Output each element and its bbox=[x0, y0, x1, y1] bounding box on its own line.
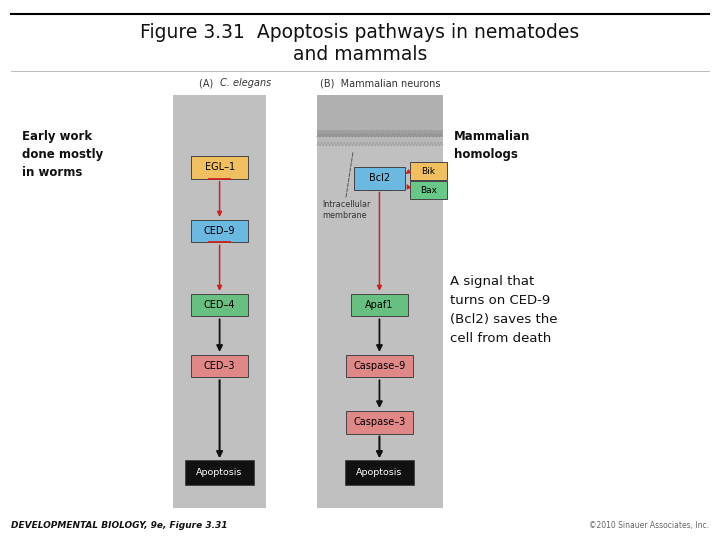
Text: Figure 3.31  Apoptosis pathways in nematodes: Figure 3.31 Apoptosis pathways in nemato… bbox=[140, 23, 580, 42]
Text: CED–9: CED–9 bbox=[204, 226, 235, 236]
Text: A signal that
turns on CED-9
(Bcl2) saves the
cell from death: A signal that turns on CED-9 (Bcl2) save… bbox=[450, 275, 557, 346]
Text: and mammals: and mammals bbox=[293, 44, 427, 64]
Text: Bax: Bax bbox=[420, 186, 437, 194]
Bar bbox=[191, 294, 248, 316]
Text: Caspase–3: Caspase–3 bbox=[354, 417, 405, 427]
Bar bbox=[191, 355, 248, 377]
Text: (A): (A) bbox=[199, 78, 220, 88]
Text: Bik: Bik bbox=[421, 167, 436, 176]
Text: (B)  Mammalian neurons: (B) Mammalian neurons bbox=[320, 78, 440, 88]
Text: CED–3: CED–3 bbox=[204, 361, 235, 371]
Text: DEVELOPMENTAL BIOLOGY, 9e, Figure 3.31: DEVELOPMENTAL BIOLOGY, 9e, Figure 3.31 bbox=[11, 521, 228, 530]
Text: CED–4: CED–4 bbox=[204, 300, 235, 310]
Bar bbox=[410, 162, 447, 180]
Bar bbox=[317, 130, 443, 137]
Bar bbox=[354, 167, 405, 190]
Text: Apoptosis: Apoptosis bbox=[197, 468, 243, 477]
Bar bbox=[191, 220, 248, 242]
Bar bbox=[173, 94, 266, 508]
Text: EGL–1: EGL–1 bbox=[204, 163, 235, 172]
Bar bbox=[317, 138, 443, 146]
Bar bbox=[317, 94, 443, 130]
Bar bbox=[410, 181, 447, 199]
Text: Mammalian
homologs: Mammalian homologs bbox=[454, 130, 530, 160]
Text: Intracellular
membrane: Intracellular membrane bbox=[323, 200, 371, 220]
Text: Caspase–9: Caspase–9 bbox=[354, 361, 405, 371]
Bar bbox=[185, 460, 254, 485]
Bar bbox=[346, 411, 413, 434]
Bar bbox=[346, 355, 413, 377]
Bar bbox=[345, 460, 414, 485]
Text: Early work
done mostly
in worms: Early work done mostly in worms bbox=[22, 130, 103, 179]
Bar bbox=[351, 294, 408, 316]
Text: ©2010 Sinauer Associates, Inc.: ©2010 Sinauer Associates, Inc. bbox=[589, 521, 709, 530]
Text: C. elegans: C. elegans bbox=[220, 78, 271, 88]
Bar bbox=[317, 94, 443, 508]
Text: Apoptosis: Apoptosis bbox=[356, 468, 402, 477]
Text: Bcl2: Bcl2 bbox=[369, 173, 390, 183]
Text: Apaf1: Apaf1 bbox=[365, 300, 394, 310]
Bar bbox=[191, 156, 248, 179]
